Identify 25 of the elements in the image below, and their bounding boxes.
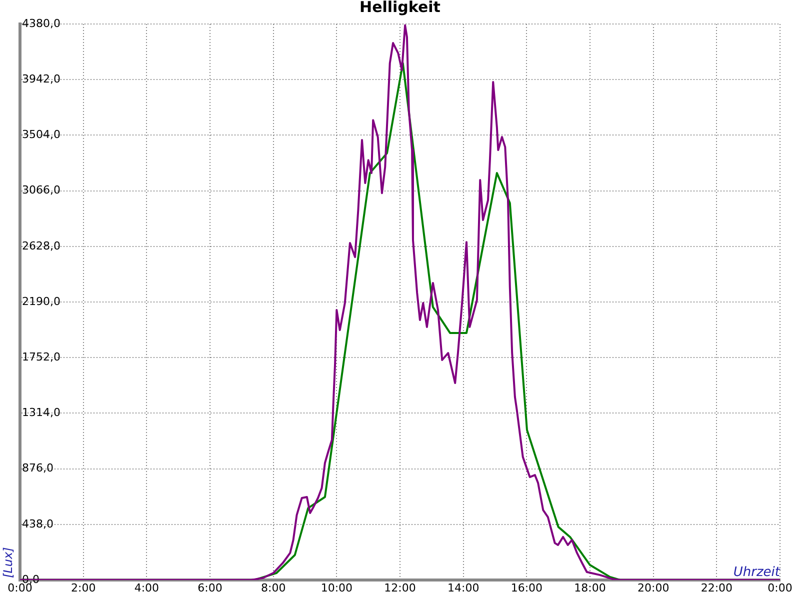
y-tick-label: 3504,0 bbox=[22, 128, 60, 142]
chart-title: Helligkeit bbox=[360, 0, 440, 16]
y-tick-label: 876,0 bbox=[22, 462, 54, 475]
y-tick-label: 1314,0 bbox=[22, 406, 60, 420]
x-tick-label: 10:00 bbox=[320, 581, 353, 594]
y-tick-label: 3942,0 bbox=[22, 72, 60, 86]
x-tick-label: 20:00 bbox=[637, 581, 670, 594]
x-tick-label: 12:00 bbox=[384, 581, 416, 594]
y-tick-label: 1752,0 bbox=[22, 350, 60, 364]
y-tick-label: 3066,0 bbox=[22, 184, 60, 197]
x-tick-label: 18:00 bbox=[574, 581, 606, 594]
y-axis-title: [Lux] bbox=[1, 546, 16, 578]
y-tick-label: 2190,0 bbox=[22, 294, 60, 308]
x-axis-title: Uhrzeit bbox=[733, 564, 781, 580]
y-tick-label: 2628,0 bbox=[22, 239, 60, 252]
x-tick-label: 16:00 bbox=[510, 581, 543, 594]
x-tick-label: 0:00 bbox=[768, 581, 792, 594]
x-tick-label: 22:00 bbox=[700, 581, 733, 594]
x-tick-label: 4:00 bbox=[134, 581, 160, 594]
x-tick-label: 8:00 bbox=[260, 581, 286, 594]
y-tick-label: 438,0 bbox=[22, 517, 54, 530]
y-tick-label: 4380,0 bbox=[22, 16, 60, 30]
x-tick-label: 2:00 bbox=[70, 581, 96, 594]
x-tick-label: 14:00 bbox=[447, 581, 480, 594]
x-tick-label: 6:00 bbox=[198, 581, 222, 594]
